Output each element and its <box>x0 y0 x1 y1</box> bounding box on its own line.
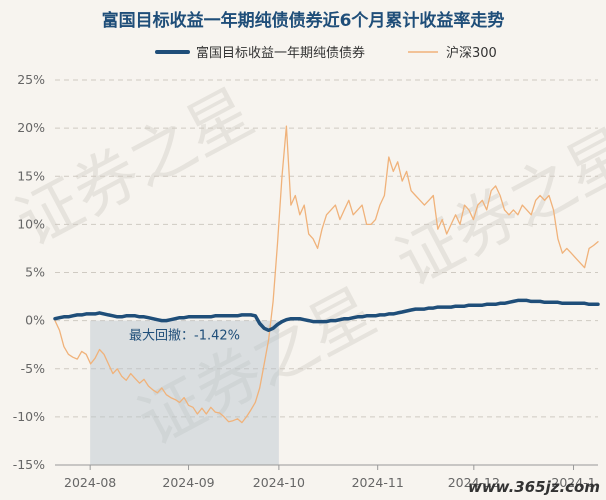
y-tick-label: 0% <box>25 313 45 328</box>
y-tick-label: 25% <box>17 72 45 87</box>
legend: 富国目标收益一年期纯债债券 沪深300 <box>155 45 497 61</box>
annotation-layer: 最大回撤：-1.42% <box>90 320 279 465</box>
watermark-text: 证券之星 <box>384 116 606 302</box>
y-tick-label: 10% <box>17 216 45 231</box>
y-tick-label: 5% <box>25 265 45 280</box>
csi300-return-line <box>54 125 599 424</box>
y-tick-label: -5% <box>21 361 45 376</box>
x-tick-label: 2024-1 <box>551 475 595 490</box>
y-tick-label: -10% <box>13 409 45 424</box>
legend-label-index: 沪深300 <box>446 45 497 61</box>
x-tick-label: 2024-11 <box>352 475 404 490</box>
site-watermark: www.365jz.com <box>468 478 600 496</box>
x-tick-label: 2024-08 <box>64 475 116 490</box>
x-tick-label: 2024-09 <box>162 475 214 490</box>
max-drawdown-label: 最大回撤：-1.42% <box>129 328 240 344</box>
y-tick-label: -15% <box>13 457 45 472</box>
series-layer <box>53 125 600 424</box>
y-tick-label: 15% <box>17 168 45 183</box>
x-tick-label: 2024-12 <box>448 475 500 490</box>
max-drawdown-region <box>90 320 279 465</box>
fund-return-line <box>53 298 600 333</box>
legend-label-fund: 富国目标收益一年期纯债债券 <box>196 45 365 61</box>
x-tick-label: 2024-10 <box>253 475 305 490</box>
y-tick-label: 20% <box>17 120 45 135</box>
chart-title: 富国目标收益一年期纯债债券近6个月累计收益率走势 <box>102 10 505 31</box>
axis-layer: 25% 20% 15% 10% 5% 0% -5% -10% -15% 2024-08 2024-0… <box>13 72 598 490</box>
